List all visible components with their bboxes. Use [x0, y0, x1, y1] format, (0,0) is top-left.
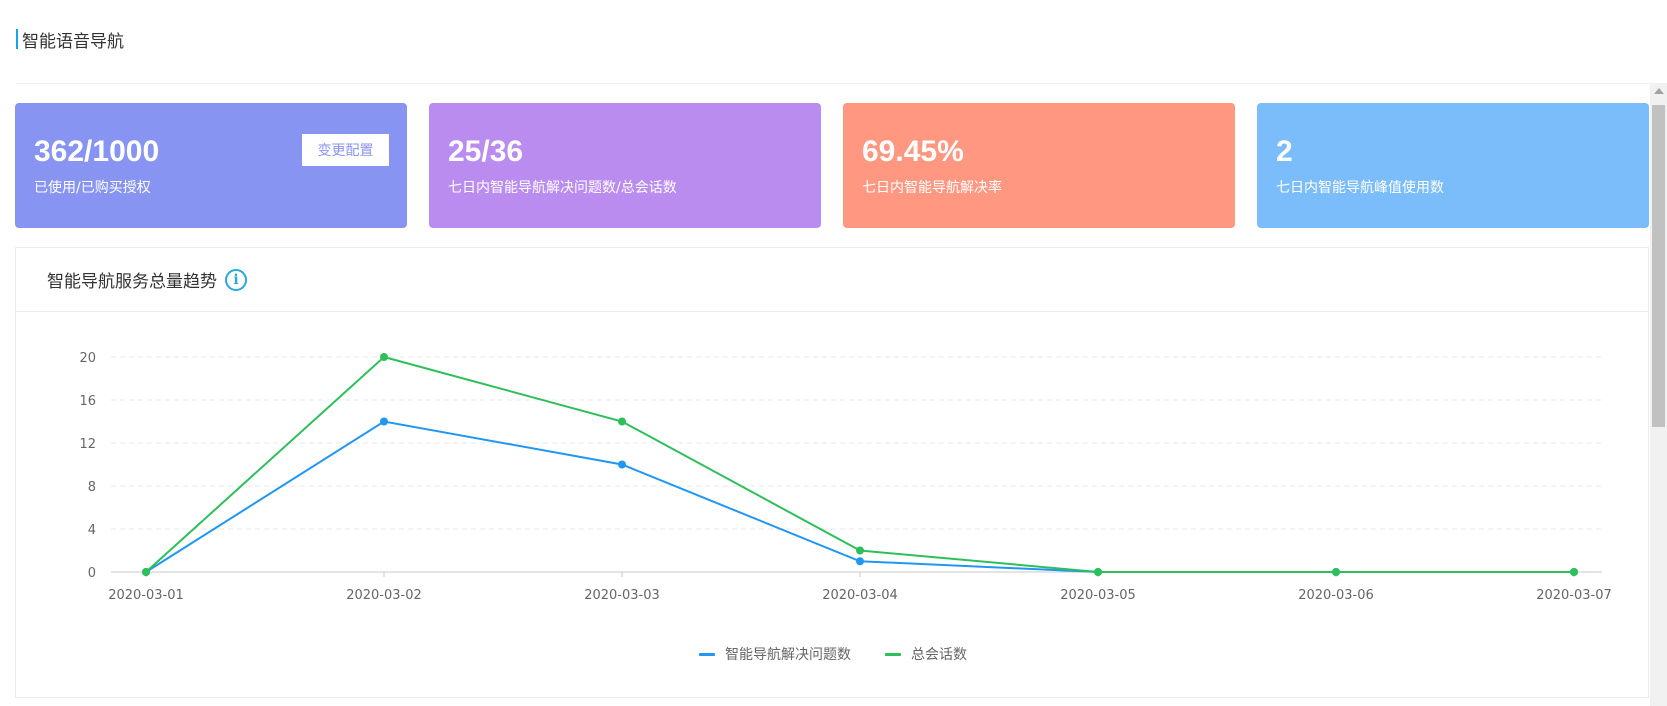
title-accent-bar: [16, 29, 18, 49]
header-divider: [16, 83, 1651, 84]
trend-line-chart: 0 4 8 12 16 20 2020-03-01 2020-03-02 2020-03-03 2…: [79, 351, 1612, 603]
y-tick-label: 12: [79, 437, 96, 452]
card-peak-usage: 2 七日内智能导航峰值使用数: [1257, 103, 1649, 228]
card-value: 362/1000: [34, 135, 160, 168]
chart-legend: 智能导航解决问题数 总会话数: [16, 644, 1650, 664]
data-point: [856, 546, 864, 555]
x-tick-label: 2020-03-05: [1060, 588, 1136, 603]
y-tick-label: 20: [79, 351, 96, 366]
y-tick-label: 4: [88, 523, 96, 538]
data-point: [1094, 568, 1102, 576]
x-tick-label: 2020-03-03: [584, 588, 660, 603]
data-point: [1570, 568, 1578, 576]
chart-header: 智能导航服务总量趋势 i: [16, 248, 1648, 312]
vertical-scrollbar[interactable]: [1650, 83, 1667, 706]
y-tick-label: 0: [88, 566, 96, 581]
x-tick-label: 2020-03-06: [1298, 588, 1374, 603]
data-point: [380, 417, 388, 426]
y-tick-label: 8: [88, 480, 96, 495]
x-tick-label: 2020-03-01: [108, 588, 184, 603]
legend-item[interactable]: 总会话数: [885, 644, 967, 664]
card-value: 2: [1276, 135, 1293, 168]
data-point: [380, 353, 388, 361]
chart-title: 智能导航服务总量趋势: [47, 272, 217, 292]
card-label: 已使用/已购买授权: [34, 180, 151, 196]
card-resolution-rate: 69.45% 七日内智能导航解决率: [843, 103, 1235, 228]
legend-label: 智能导航解决问题数: [725, 647, 851, 663]
stats-cards: 362/1000 已使用/已购买授权 变更配置 25/36 七日内智能导航解决问…: [15, 103, 1649, 228]
x-tick-label: 2020-03-07: [1536, 588, 1612, 603]
card-label: 七日内智能导航解决问题数/总会话数: [448, 180, 677, 196]
legend-swatch: [699, 652, 715, 656]
legend-swatch: [885, 652, 901, 656]
series-line-1: [145, 355, 1574, 573]
page-title: 智能语音导航: [22, 31, 124, 52]
scrollbar-thumb[interactable]: [1652, 105, 1665, 427]
data-point: [856, 557, 864, 566]
data-point: [618, 417, 626, 426]
card-label: 七日内智能导航解决率: [862, 180, 1002, 196]
y-tick-label: 16: [79, 394, 96, 409]
data-point: [142, 568, 150, 576]
change-config-button[interactable]: 变更配置: [302, 134, 389, 166]
card-label: 七日内智能导航峰值使用数: [1276, 180, 1444, 196]
legend-item[interactable]: 智能导航解决问题数: [699, 644, 851, 664]
trend-chart-panel: 智能导航服务总量趋势 i 0 4 8 12 16 20 2020-03-01 2020-03-…: [15, 247, 1649, 698]
data-point: [618, 460, 626, 469]
page-header: 智能语音导航: [16, 26, 124, 52]
data-point: [1332, 568, 1340, 576]
legend-label: 总会话数: [911, 647, 967, 663]
x-tick-label: 2020-03-04: [822, 588, 898, 603]
scroll-up-arrow-icon[interactable]: [1654, 88, 1664, 94]
card-value: 25/36: [448, 135, 524, 168]
x-tick-label: 2020-03-02: [346, 588, 422, 603]
card-license-usage: 362/1000 已使用/已购买授权 变更配置: [15, 103, 407, 228]
card-resolved-sessions: 25/36 七日内智能导航解决问题数/总会话数: [429, 103, 821, 228]
info-circle-icon[interactable]: i: [225, 268, 247, 291]
card-value: 69.45%: [862, 135, 964, 168]
